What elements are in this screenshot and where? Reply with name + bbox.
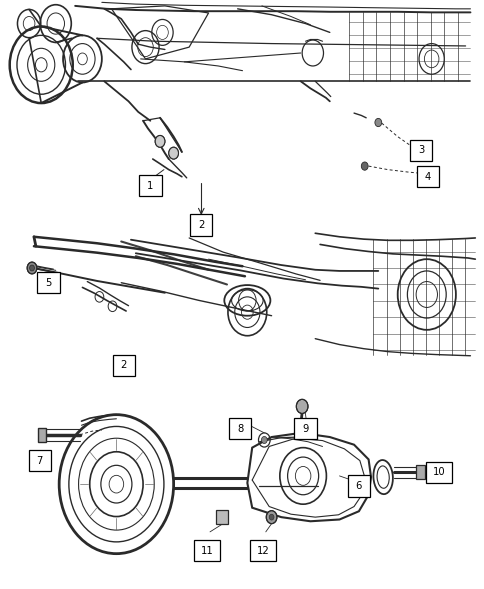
FancyBboxPatch shape [347, 475, 369, 497]
Text: 7: 7 [36, 456, 43, 465]
Circle shape [155, 135, 165, 147]
FancyBboxPatch shape [294, 418, 316, 439]
FancyBboxPatch shape [425, 462, 451, 483]
Circle shape [27, 262, 37, 274]
Text: 3: 3 [417, 145, 423, 155]
Circle shape [30, 265, 34, 271]
Circle shape [374, 118, 381, 127]
Circle shape [269, 514, 273, 520]
FancyBboxPatch shape [250, 540, 276, 561]
Text: 10: 10 [432, 468, 444, 477]
Circle shape [266, 511, 276, 524]
Text: 6: 6 [355, 481, 362, 491]
Polygon shape [415, 465, 424, 479]
FancyBboxPatch shape [194, 540, 220, 561]
Text: 9: 9 [302, 424, 308, 434]
Polygon shape [376, 119, 379, 126]
Circle shape [361, 162, 367, 170]
FancyBboxPatch shape [409, 140, 431, 161]
FancyBboxPatch shape [190, 214, 212, 236]
Circle shape [168, 147, 178, 159]
FancyBboxPatch shape [112, 355, 135, 376]
Text: 5: 5 [45, 278, 52, 287]
FancyBboxPatch shape [139, 175, 161, 196]
Text: 11: 11 [200, 546, 213, 555]
Text: 4: 4 [424, 172, 430, 181]
Polygon shape [216, 510, 227, 524]
Text: 2: 2 [120, 360, 127, 370]
FancyBboxPatch shape [37, 272, 60, 293]
FancyBboxPatch shape [416, 166, 438, 187]
FancyBboxPatch shape [228, 418, 251, 439]
Circle shape [261, 436, 267, 444]
FancyBboxPatch shape [29, 450, 51, 471]
Text: 8: 8 [237, 424, 242, 434]
Text: 2: 2 [197, 220, 204, 230]
Text: 12: 12 [257, 546, 269, 555]
Text: 1: 1 [147, 181, 153, 190]
Circle shape [296, 399, 307, 413]
Polygon shape [38, 428, 46, 442]
